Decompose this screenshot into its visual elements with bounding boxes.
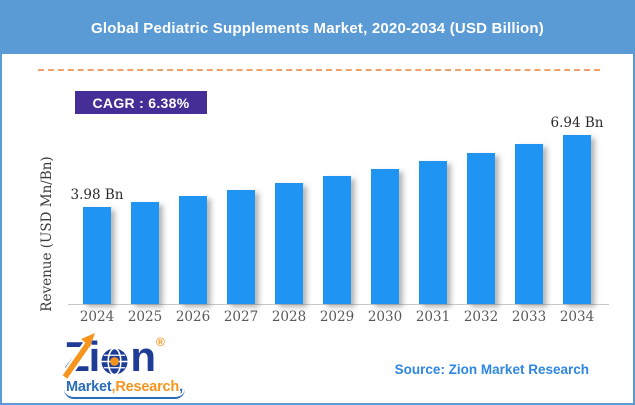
x-axis-tick-label: 2028	[271, 309, 307, 325]
bar-column	[419, 161, 447, 304]
logo-letter-i: i	[88, 333, 101, 380]
bar-column	[467, 153, 495, 304]
y-axis-label: Revenue (USD Mn/Bn)	[39, 156, 55, 312]
revenue-bar	[275, 183, 303, 304]
logo-wordmark: Z i n ®	[60, 333, 185, 380]
revenue-bar	[515, 144, 543, 304]
bar-column	[179, 195, 207, 304]
bar-column	[275, 183, 303, 304]
bar-column	[323, 176, 351, 304]
logo-tagline: Market,Research,	[64, 379, 185, 399]
chart-header: Global Pediatric Supplements Market, 202…	[2, 2, 633, 54]
bar-column	[371, 168, 399, 304]
x-axis-tick-label: 2034	[559, 309, 595, 325]
logo-letter-z: Z	[64, 333, 90, 380]
bar-value-label: 6.94 Bn	[550, 115, 604, 132]
revenue-bar	[419, 161, 447, 304]
x-axis-tick-label: 2032	[463, 309, 499, 325]
x-axis-tick-label: 2029	[319, 309, 355, 325]
source-text[interactable]: Source: Zion Market Research	[394, 362, 589, 377]
cagr-badge-label: CAGR : 6.38%	[92, 94, 190, 111]
revenue-bar	[371, 168, 399, 304]
x-axis-tick-label: 2030	[367, 309, 403, 325]
x-axis-labels: 2024 2025 2026 2027 2028 2029 2030 2031 2032 2033…	[68, 309, 609, 325]
revenue-bar	[563, 135, 591, 304]
logo-letter-n: n	[130, 333, 156, 380]
revenue-bar	[131, 201, 159, 304]
revenue-bar	[323, 176, 351, 304]
dashed-divider	[38, 69, 600, 71]
x-axis-tick-label: 2025	[127, 309, 163, 325]
cagr-badge: CAGR : 6.38%	[75, 91, 207, 114]
plot-area: 3.98 Bn 6.94 Bn	[68, 115, 609, 305]
x-axis-tick-label: 2027	[223, 309, 259, 325]
logo-tagline-research: Research	[115, 379, 180, 395]
revenue-bar	[467, 153, 495, 304]
x-axis-tick-label: 2031	[415, 309, 451, 325]
x-axis-tick-label: 2026	[175, 309, 211, 325]
bar-column	[227, 189, 255, 304]
revenue-bar	[179, 195, 207, 304]
logo-tagline-market: Market	[66, 379, 112, 395]
registered-trademark-icon: ®	[155, 335, 165, 349]
bar-column	[515, 144, 543, 304]
bar-column: 6.94 Bn	[551, 115, 603, 304]
bar-column: 3.98 Bn	[71, 187, 123, 304]
x-axis-tick-label: 2024	[79, 309, 115, 325]
globe-icon	[101, 347, 128, 376]
zion-logo[interactable]: Z i n ® Market,Research,	[60, 333, 185, 399]
chart-title: Global Pediatric Supplements Market, 202…	[91, 19, 544, 37]
bar-value-label: 3.98 Bn	[70, 187, 124, 204]
bar-column	[131, 201, 159, 304]
revenue-bar	[83, 207, 111, 304]
revenue-bar	[227, 189, 255, 304]
x-axis-tick-label: 2033	[511, 309, 547, 325]
logo-comma-end: ,	[179, 379, 183, 395]
logo-comma: ,	[111, 379, 116, 395]
